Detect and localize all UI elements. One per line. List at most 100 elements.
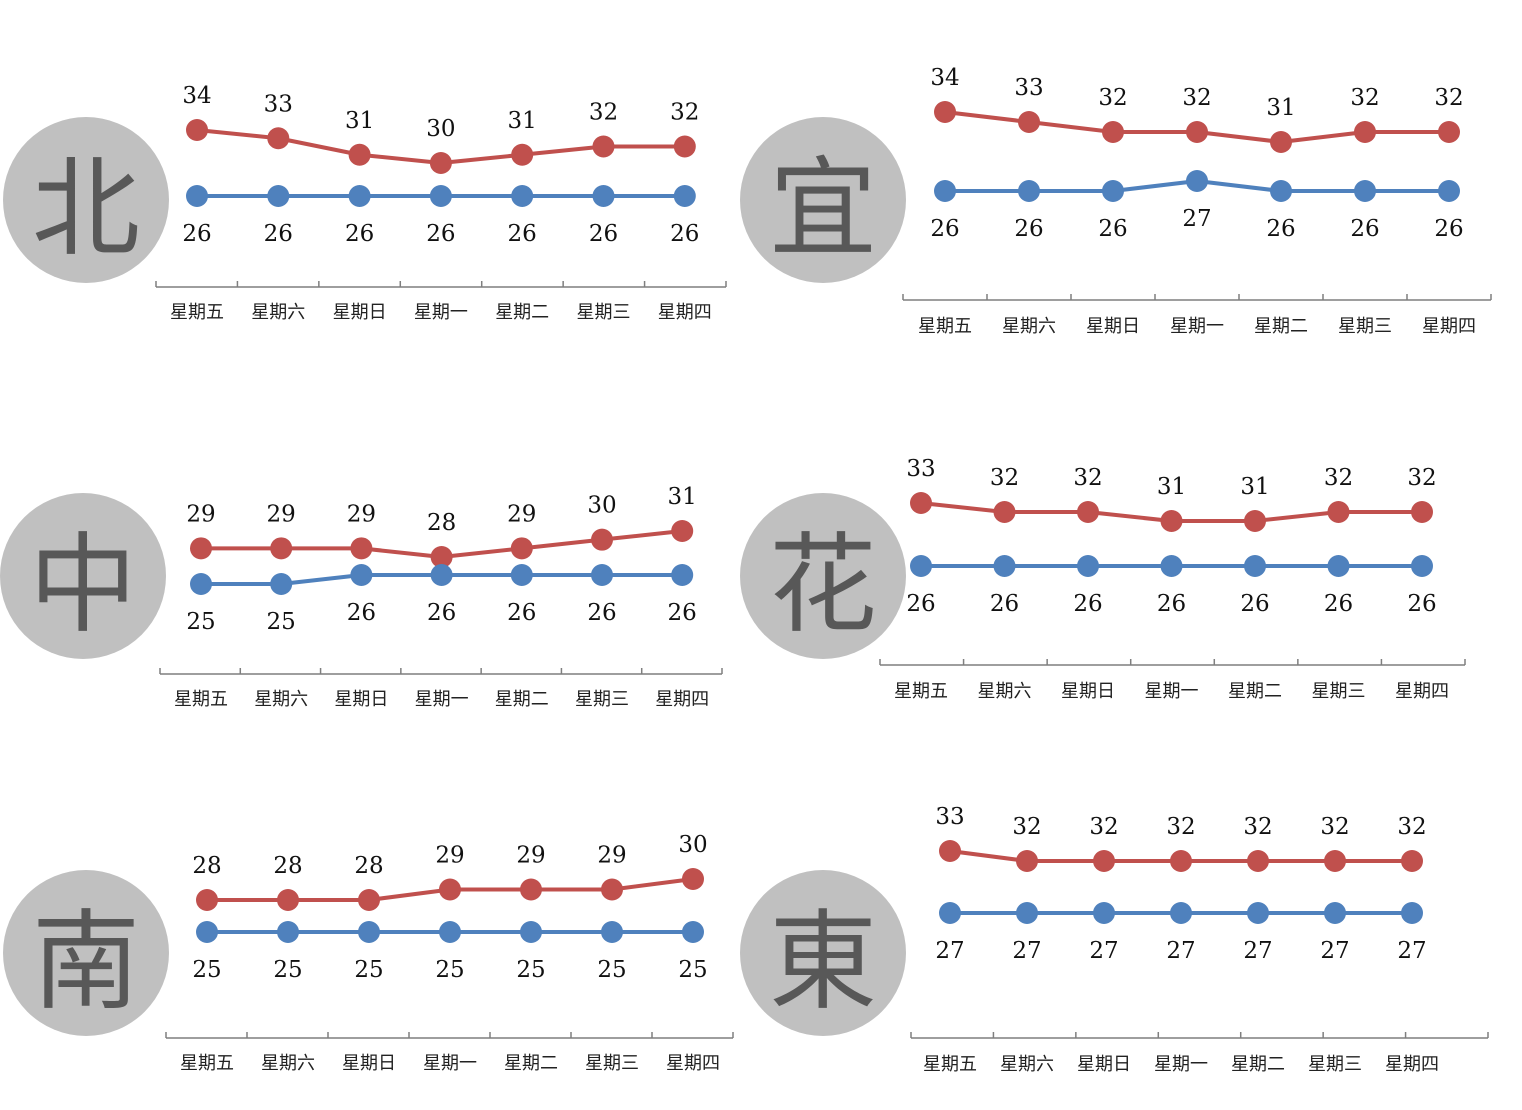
- data-label-low: 26: [1014, 216, 1043, 242]
- data-label-high: 33: [1014, 75, 1043, 101]
- x-tick-label-north: 星期日: [333, 302, 387, 323]
- data-point-low: [592, 185, 615, 207]
- x-tick-label-east: 星期五: [923, 1054, 977, 1075]
- data-label-high: 33: [264, 91, 293, 117]
- x-tick-label-hualien: 星期二: [1228, 681, 1282, 702]
- x-tick-label-central: 星期五: [174, 689, 228, 710]
- data-point-low: [270, 573, 293, 595]
- data-label-low: 25: [267, 609, 296, 635]
- data-label-low: 25: [597, 957, 626, 983]
- data-point-high: [910, 492, 932, 514]
- data-point-low: [671, 564, 694, 586]
- data-point-high: [196, 889, 218, 911]
- x-tick-label-south: 星期五: [180, 1053, 234, 1074]
- data-point-low: [1093, 902, 1115, 924]
- data-label-high: 30: [587, 493, 616, 519]
- data-point-high: [1270, 131, 1292, 153]
- region-badge-yilan: 宜: [740, 117, 906, 283]
- data-label-low: 26: [670, 221, 699, 247]
- data-point-high: [270, 537, 293, 560]
- x-tick-label-south: 星期二: [504, 1053, 558, 1074]
- x-tick-label-hualien: 星期三: [1312, 681, 1366, 702]
- data-label-low: 26: [507, 600, 536, 626]
- line-chart-north: 星期五 星期六 星期日 星期一 星期二 星期三 星期四 34 33 31 30 31 32 32 26 26 2…: [155, 83, 727, 323]
- x-tick-label-central: 星期日: [334, 689, 388, 710]
- data-point-low: [190, 573, 212, 595]
- data-point-high: [592, 135, 615, 158]
- data-label-high: 29: [435, 843, 464, 869]
- data-label-high: 32: [1182, 85, 1211, 111]
- data-label-low: 26: [1434, 216, 1463, 242]
- data-point-high: [673, 135, 696, 158]
- data-label-low: 25: [273, 957, 302, 983]
- data-label-low: 27: [935, 938, 964, 964]
- data-point-low: [277, 921, 299, 943]
- data-label-low: 25: [186, 609, 215, 635]
- x-tick-label-north: 星期六: [251, 302, 305, 323]
- x-tick-label-yilan: 星期三: [1338, 316, 1392, 337]
- data-label-low: 25: [678, 957, 707, 983]
- x-tick-label-north: 星期三: [577, 302, 631, 323]
- x-tick-label-hualien: 星期一: [1145, 681, 1199, 702]
- data-point-low: [993, 555, 1016, 577]
- data-point-high: [1102, 121, 1124, 143]
- data-label-low: 25: [354, 957, 383, 983]
- data-label-high: 32: [1243, 814, 1272, 840]
- data-point-high: [1186, 121, 1208, 143]
- data-label-low: 25: [435, 957, 464, 983]
- data-label-low: 26: [668, 600, 697, 626]
- data-point-low: [439, 921, 461, 943]
- x-tick-label-yilan: 星期四: [1422, 316, 1476, 337]
- data-point-low: [673, 185, 696, 207]
- region-badge-south: 南: [3, 870, 169, 1036]
- data-point-low: [348, 185, 371, 207]
- x-tick-label-central: 星期六: [254, 689, 308, 710]
- data-point-low: [1016, 902, 1038, 924]
- data-point-low: [1186, 170, 1208, 192]
- data-label-low: 26: [990, 591, 1019, 617]
- x-tick-label-east: 星期二: [1231, 1054, 1285, 1075]
- data-label-low: 26: [182, 221, 211, 247]
- data-label-high: 32: [670, 100, 699, 126]
- data-point-high: [511, 143, 534, 166]
- data-label-high: 32: [990, 465, 1019, 491]
- data-point-low: [910, 555, 932, 577]
- data-point-high: [1018, 111, 1040, 133]
- data-label-low: 27: [1243, 938, 1272, 964]
- data-label-high: 32: [1434, 85, 1463, 111]
- data-point-high: [1170, 850, 1192, 872]
- data-point-low: [1401, 902, 1423, 924]
- data-label-low: 27: [1012, 938, 1041, 964]
- data-point-high: [510, 537, 533, 560]
- x-tick-label-south: 星期三: [585, 1053, 639, 1074]
- data-point-low: [1438, 180, 1460, 202]
- data-label-low: 27: [1397, 938, 1426, 964]
- data-point-high: [190, 537, 212, 560]
- data-label-high: 32: [1073, 465, 1102, 491]
- x-tick-label-north: 星期四: [658, 302, 712, 323]
- data-label-low: 26: [906, 591, 935, 617]
- data-label-low: 26: [587, 600, 616, 626]
- data-point-low: [1077, 555, 1099, 577]
- data-point-low: [350, 564, 373, 586]
- data-point-high: [1247, 850, 1269, 872]
- forecast-panel-north: 北 星期五 星期六 星期日 星期一 星期二 星期三 星期四 34 33 31 30 31 32 32 26 2…: [0, 0, 760, 370]
- data-label-high: 33: [935, 804, 964, 830]
- data-point-high: [520, 878, 542, 901]
- x-tick-label-central: 星期四: [655, 689, 709, 710]
- data-label-low: 26: [1324, 591, 1353, 617]
- data-label-high: 28: [273, 853, 302, 879]
- data-point-low: [1102, 180, 1124, 202]
- data-point-low: [1354, 180, 1376, 202]
- data-point-low: [601, 921, 623, 943]
- line-chart-yilan: 星期五 星期六 星期日 星期一 星期二 星期三 星期四 34 33 32 32 31 32 32 26 26 2…: [902, 65, 1492, 337]
- x-tick-label-hualien: 星期四: [1395, 681, 1449, 702]
- data-label-low: 25: [192, 957, 221, 983]
- data-point-high: [682, 868, 704, 890]
- data-point-low: [1247, 902, 1269, 924]
- data-point-low: [1018, 180, 1040, 202]
- x-tick-label-yilan: 星期六: [1002, 316, 1056, 337]
- data-label-low: 26: [930, 216, 959, 242]
- data-point-high: [277, 889, 299, 911]
- data-label-high: 31: [345, 108, 374, 134]
